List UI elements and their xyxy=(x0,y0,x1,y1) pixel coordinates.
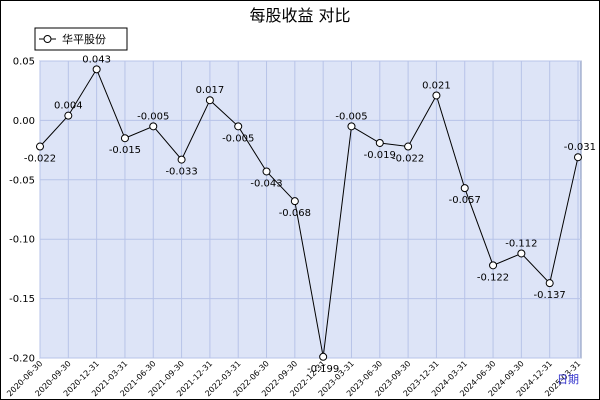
data-labels: -0.022 0.004 0.043 -0.015 -0.005 -0.033 0.017 -… xyxy=(24,54,596,374)
data-point xyxy=(92,65,101,74)
data-label: -0.019 xyxy=(364,150,396,161)
data-label: -0.022 xyxy=(392,154,424,165)
y-tick-label: -0.05 xyxy=(9,175,35,186)
data-point xyxy=(545,279,554,288)
data-label: -0.137 xyxy=(534,290,566,301)
data-point xyxy=(177,155,186,164)
data-label: -0.005 xyxy=(137,111,169,122)
data-label: -0.112 xyxy=(505,238,537,249)
data-point xyxy=(432,91,441,100)
series-line xyxy=(39,68,579,357)
x-axis-corner-label: 日期 xyxy=(557,373,579,386)
data-label: 0.004 xyxy=(54,101,83,112)
chart-title: 每股收益 对比 xyxy=(249,6,350,25)
data-point xyxy=(262,167,271,176)
data-point xyxy=(347,122,356,131)
data-point xyxy=(517,249,526,258)
data-label: -0.033 xyxy=(165,167,197,178)
y-tick-label: -0.10 xyxy=(9,235,35,246)
data-label: -0.068 xyxy=(279,208,311,219)
data-point xyxy=(234,122,243,131)
y-tick-label: 0.05 xyxy=(13,57,35,68)
data-point xyxy=(36,142,44,151)
data-point xyxy=(319,352,328,361)
legend: 华平股份 xyxy=(34,27,128,51)
data-point xyxy=(460,184,469,193)
data-label: 0.017 xyxy=(196,85,225,96)
data-label: -0.031 xyxy=(564,142,596,153)
data-point xyxy=(149,122,158,131)
y-tick-label: -0.15 xyxy=(9,294,35,305)
data-point xyxy=(205,96,214,105)
data-point xyxy=(120,134,129,143)
data-point xyxy=(290,197,299,206)
data-label: -0.005 xyxy=(335,111,367,122)
legend-box xyxy=(34,27,128,51)
plot-area xyxy=(39,60,582,359)
data-label: -0.122 xyxy=(477,272,509,283)
data-point xyxy=(489,261,498,270)
data-label: -0.022 xyxy=(24,154,56,165)
y-tick-label: -0.20 xyxy=(9,354,35,365)
grid-lines xyxy=(39,60,581,359)
data-point xyxy=(375,138,384,147)
data-point xyxy=(64,111,73,120)
data-label: -0.005 xyxy=(222,133,254,144)
y-tick-label: 0.00 xyxy=(13,116,35,127)
y-axis-ticks: 0.05 0.00 -0.05 -0.10 -0.15 -0.20 xyxy=(9,57,35,365)
legend-marker xyxy=(43,35,52,43)
data-label: 0.043 xyxy=(82,54,111,65)
data-point xyxy=(574,153,582,162)
data-label: -0.199 xyxy=(307,364,339,375)
data-label: -0.043 xyxy=(250,178,282,189)
x-axis-ticks: 2020-06-302020-09-302020-12-312021-03-31… xyxy=(5,359,582,398)
data-point xyxy=(404,142,413,151)
data-points xyxy=(36,65,582,361)
data-label: -0.015 xyxy=(109,145,141,156)
data-label: -0.057 xyxy=(449,195,481,206)
data-label: 0.021 xyxy=(422,80,451,91)
legend-entry: 华平股份 xyxy=(62,32,106,46)
